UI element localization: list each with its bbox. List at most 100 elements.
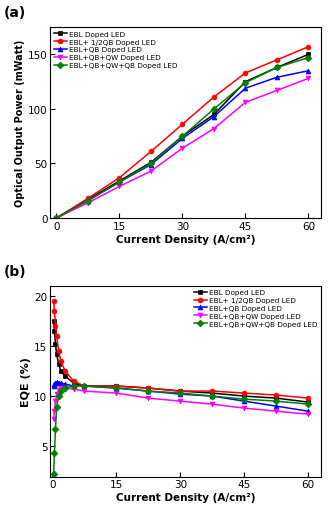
- EBL+QB Doped LED: [54, 215, 58, 221]
- EBL+QB Doped LED: [274, 403, 278, 409]
- EBL+ 1/2QB Doped LED: [114, 383, 118, 389]
- EBL+QB Doped LED: [52, 381, 56, 387]
- Line: EBL+QB+QW+QB Doped LED: EBL+QB+QW+QB Doped LED: [51, 384, 311, 477]
- EBL Doped LED: [86, 197, 90, 203]
- Line: EBL+QB Doped LED: EBL+QB Doped LED: [54, 69, 311, 221]
- Line: EBL+QB Doped LED: EBL+QB Doped LED: [51, 380, 311, 414]
- EBL+ 1/2QB Doped LED: [149, 149, 153, 155]
- EBL Doped LED: [53, 341, 57, 347]
- EBL+QB+QW Doped LED: [117, 184, 121, 190]
- EBL+ 1/2QB Doped LED: [275, 58, 279, 64]
- EBL+ 1/2QB Doped LED: [63, 368, 67, 374]
- EBL+ 1/2QB Doped LED: [210, 388, 214, 394]
- EBL Doped LED: [212, 112, 216, 118]
- EBL+QB Doped LED: [57, 380, 61, 386]
- EBL Doped LED: [275, 65, 279, 71]
- EBL+QB+QW+QB Doped LED: [52, 450, 56, 457]
- EBL+QB Doped LED: [114, 385, 118, 391]
- EBL+QB+QW+QB Doped LED: [59, 388, 63, 394]
- EBL+QB+QW+QB Doped LED: [117, 180, 121, 186]
- EBL+QB+QW Doped LED: [180, 146, 184, 152]
- EBL+ 1/2QB Doped LED: [72, 378, 75, 384]
- EBL+QB+QW+QB Doped LED: [306, 401, 310, 407]
- EBL+QB Doped LED: [149, 162, 153, 168]
- EBL+ 1/2QB Doped LED: [180, 122, 184, 128]
- Legend: EBL Doped LED, EBL+ 1/2QB Doped LED, EBL+QB Doped LED, EBL+QB+QW Doped LED, EBL+: EBL Doped LED, EBL+ 1/2QB Doped LED, EBL…: [52, 30, 179, 71]
- EBL+QB+QW Doped LED: [274, 408, 278, 414]
- EBL+ 1/2QB Doped LED: [212, 95, 216, 101]
- EBL+QB+QW+QB Doped LED: [51, 471, 55, 477]
- EBL+QB+QW+QB Doped LED: [114, 385, 118, 391]
- EBL+QB+QW+QB Doped LED: [63, 385, 67, 391]
- EBL+QB Doped LED: [243, 86, 247, 92]
- EBL+QB Doped LED: [72, 383, 75, 389]
- EBL Doped LED: [51, 318, 55, 324]
- EBL+QB Doped LED: [242, 398, 246, 404]
- EBL+QB+QW Doped LED: [242, 405, 246, 411]
- EBL+ 1/2QB Doped LED: [54, 333, 58, 339]
- EBL Doped LED: [52, 328, 56, 334]
- EBL+QB+QW+QB Doped LED: [306, 55, 310, 62]
- EBL+ 1/2QB Doped LED: [242, 390, 246, 397]
- Line: EBL+ 1/2QB Doped LED: EBL+ 1/2QB Doped LED: [51, 299, 311, 401]
- EBL Doped LED: [54, 215, 58, 221]
- EBL+QB+QW Doped LED: [149, 168, 153, 175]
- Text: (b): (b): [4, 264, 27, 278]
- EBL+ 1/2QB Doped LED: [82, 383, 86, 389]
- EBL+ 1/2QB Doped LED: [57, 348, 61, 354]
- EBL+ 1/2QB Doped LED: [306, 45, 310, 51]
- EBL Doped LED: [210, 390, 214, 397]
- EBL+QB+QW Doped LED: [53, 398, 57, 404]
- EBL+QB+QW Doped LED: [86, 201, 90, 207]
- EBL+QB+QW Doped LED: [306, 76, 310, 82]
- EBL+QB Doped LED: [212, 115, 216, 121]
- EBL Doped LED: [59, 368, 63, 374]
- EBL+QB+QW+QB Doped LED: [242, 397, 246, 403]
- EBL+QB Doped LED: [178, 391, 182, 398]
- X-axis label: Current Density (A/cm²): Current Density (A/cm²): [116, 234, 256, 244]
- Line: EBL+QB+QW Doped LED: EBL+QB+QW Doped LED: [51, 386, 311, 422]
- EBL+ 1/2QB Doped LED: [117, 175, 121, 181]
- EBL+QB+QW+QB Doped LED: [86, 198, 90, 204]
- EBL Doped LED: [243, 79, 247, 86]
- EBL Doped LED: [178, 388, 182, 394]
- EBL+QB+QW Doped LED: [52, 408, 56, 414]
- EBL+QB+QW+QB Doped LED: [212, 107, 216, 113]
- EBL Doped LED: [180, 134, 184, 140]
- EBL+QB Doped LED: [59, 380, 63, 386]
- EBL Doped LED: [306, 52, 310, 59]
- EBL+QB+QW Doped LED: [210, 401, 214, 407]
- EBL+ 1/2QB Doped LED: [51, 298, 55, 304]
- EBL+QB+QW Doped LED: [306, 411, 310, 417]
- EBL+QB Doped LED: [53, 380, 57, 386]
- EBL+QB+QW Doped LED: [146, 395, 150, 402]
- Legend: EBL Doped LED, EBL+ 1/2QB Doped LED, EBL+QB Doped LED, EBL+QB+QW Doped LED, EBL+: EBL Doped LED, EBL+ 1/2QB Doped LED, EBL…: [192, 288, 319, 328]
- EBL+QB Doped LED: [180, 136, 184, 142]
- EBL+QB+QW+QB Doped LED: [274, 398, 278, 404]
- EBL+QB+QW+QB Doped LED: [146, 388, 150, 394]
- EBL+ 1/2QB Doped LED: [274, 392, 278, 399]
- EBL+QB Doped LED: [117, 180, 121, 186]
- EBL+QB Doped LED: [306, 69, 310, 75]
- EBL+ 1/2QB Doped LED: [52, 308, 56, 314]
- EBL+QB+QW+QB Doped LED: [180, 134, 184, 140]
- Line: EBL+ 1/2QB Doped LED: EBL+ 1/2QB Doped LED: [54, 45, 311, 221]
- EBL Doped LED: [146, 385, 150, 391]
- EBL+QB+QW Doped LED: [63, 385, 67, 391]
- EBL+QB Doped LED: [51, 383, 55, 389]
- EBL+ 1/2QB Doped LED: [53, 323, 57, 329]
- EBL+ 1/2QB Doped LED: [243, 71, 247, 77]
- Text: (a): (a): [4, 7, 26, 20]
- EBL+QB+QW Doped LED: [275, 88, 279, 94]
- EBL Doped LED: [63, 373, 67, 379]
- EBL+ 1/2QB Doped LED: [54, 215, 58, 221]
- EBL+ 1/2QB Doped LED: [59, 358, 63, 364]
- EBL+QB+QW Doped LED: [243, 100, 247, 106]
- EBL+QB+QW Doped LED: [72, 386, 75, 392]
- EBL+QB+QW+QB Doped LED: [149, 161, 153, 167]
- EBL+QB+QW+QB Doped LED: [82, 383, 86, 389]
- X-axis label: Current Density (A/cm²): Current Density (A/cm²): [116, 492, 256, 502]
- Line: EBL Doped LED: EBL Doped LED: [51, 319, 311, 405]
- EBL Doped LED: [242, 393, 246, 400]
- Y-axis label: EQE (%): EQE (%): [21, 356, 31, 406]
